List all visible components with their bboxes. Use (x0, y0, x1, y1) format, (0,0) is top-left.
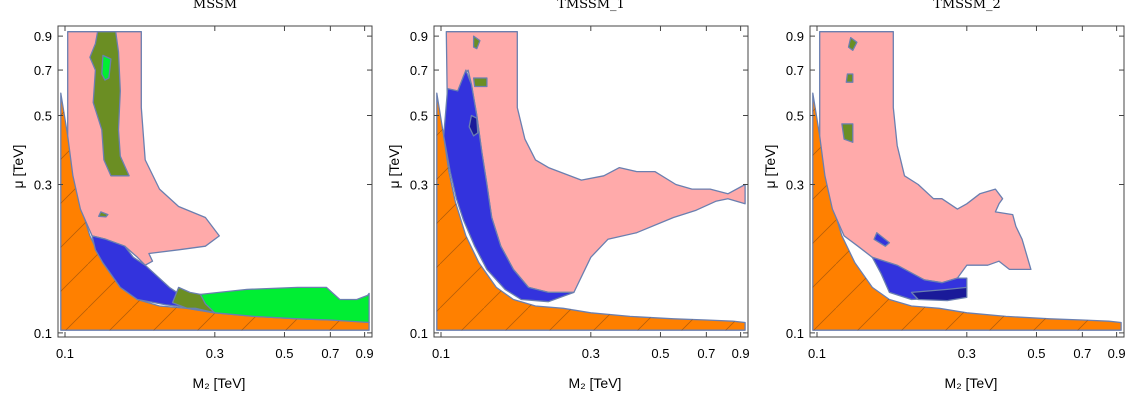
y-tick-label: 0.7 (34, 63, 52, 78)
region-3 (871, 256, 968, 301)
y-axis-label: μ [TeV] (762, 145, 778, 189)
y-tick-label: 0.9 (786, 29, 804, 44)
region-6 (847, 36, 858, 51)
y-tick-label: 0.7 (410, 63, 428, 78)
region-5 (873, 232, 891, 247)
x-tick-label: 0.3 (206, 346, 224, 361)
panel-title: TMSSM_1 (557, 0, 625, 12)
region-4 (468, 114, 479, 137)
region-hatch (812, 93, 1122, 331)
region-4 (186, 286, 370, 324)
y-tick-label: 0.9 (410, 29, 428, 44)
x-tick-label: 0.3 (958, 346, 976, 361)
region-7 (845, 73, 854, 83)
region-8 (841, 123, 854, 143)
region-4 (910, 286, 968, 302)
x-tick-label: 0.5 (651, 346, 669, 361)
y-tick-label: 0.1 (410, 326, 428, 341)
y-tick-label: 0.3 (786, 178, 804, 193)
x-tick-label: 0.7 (1073, 346, 1091, 361)
x-axis-label: M₂ [TeV] (945, 375, 998, 391)
x-axis-label: M₂ [TeV] (193, 375, 246, 391)
region-2 (67, 31, 220, 266)
y-tick-label: 0.1 (786, 326, 804, 341)
panel-2: TMSSM_1 0.1 0.3 0.5 0.7 0.9 0.1 0.3 0.5 0.7 0.9 M₂ … (386, 0, 750, 391)
region-8 (101, 54, 112, 81)
y-tick-label: 0.5 (34, 109, 52, 124)
y-tick-label: 0.3 (410, 178, 428, 193)
y-tick-label: 0.9 (34, 29, 52, 44)
x-tick-label: 0.3 (582, 346, 600, 361)
y-axis-label: μ [TeV] (386, 145, 402, 189)
panel-1: MSSM 0.1 0.3 0.5 0.7 0.9 0.1 0.3 0.5 0.7 0.9 M₂ [Te… (10, 0, 374, 391)
x-tick-label: 0.9 (732, 346, 750, 361)
x-tick-label: 0.7 (697, 346, 715, 361)
x-tick-label: 0.9 (356, 346, 374, 361)
y-tick-label: 0.1 (34, 326, 52, 341)
region-hatch (60, 93, 370, 331)
region-5 (472, 35, 481, 50)
x-tick-label: 0.7 (321, 346, 339, 361)
x-tick-label: 0.1 (56, 346, 74, 361)
region-hatch (436, 93, 746, 331)
y-axis-label: μ [TeV] (10, 145, 26, 189)
region-2 (819, 31, 1032, 284)
y-tick-label: 0.3 (34, 178, 52, 193)
panel-title: TMSSM_2 (933, 0, 1001, 12)
panel-title: MSSM (193, 0, 237, 12)
x-tick-label: 0.1 (432, 346, 450, 361)
y-tick-label: 0.7 (786, 63, 804, 78)
region-6 (472, 77, 488, 88)
panel-3: TMSSM_2 0.1 0.3 0.5 0.7 0.9 0.1 0.3 0.5 0.7 0.9 M₂ … (762, 0, 1126, 391)
x-axis-label: M₂ [TeV] (569, 375, 622, 391)
x-tick-label: 0.9 (1108, 346, 1126, 361)
x-tick-label: 0.1 (808, 346, 826, 361)
y-tick-label: 0.5 (410, 109, 428, 124)
region-7 (98, 211, 109, 218)
region-5 (171, 286, 216, 314)
y-tick-label: 0.5 (786, 109, 804, 124)
x-tick-label: 0.5 (275, 346, 293, 361)
region-6 (89, 31, 130, 177)
x-tick-label: 0.5 (1027, 346, 1045, 361)
